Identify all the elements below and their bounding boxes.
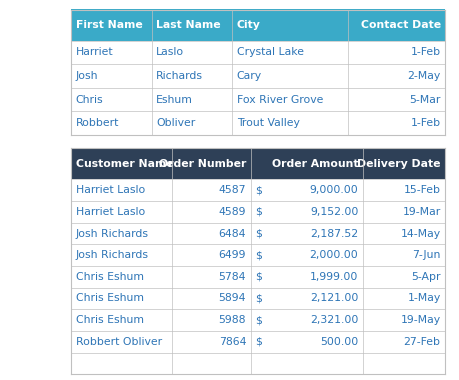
Text: 14-May: 14-May (401, 228, 441, 239)
Bar (71, 309, 445, 331)
Text: Contact Date: Contact Date (360, 20, 441, 30)
Text: $: $ (255, 293, 262, 304)
Bar (71, 179, 445, 201)
Text: Crystal Lake: Crystal Lake (236, 48, 303, 57)
Bar (71, 41, 445, 64)
Text: First Name: First Name (76, 20, 142, 30)
Text: Fox River Grove: Fox River Grove (236, 95, 323, 105)
Bar (71, 266, 445, 288)
Text: 5894: 5894 (218, 293, 246, 304)
Text: Josh: Josh (76, 71, 98, 81)
Text: Obliver: Obliver (156, 118, 196, 128)
Text: 7864: 7864 (218, 337, 246, 347)
Text: 6499: 6499 (218, 250, 246, 260)
Text: Order Number: Order Number (159, 159, 246, 169)
Text: City: City (236, 20, 260, 30)
Text: 1-May: 1-May (408, 293, 441, 304)
Text: Chris Eshum: Chris Eshum (76, 315, 144, 325)
Text: Delivery Date: Delivery Date (357, 159, 441, 169)
Text: 2,121.00: 2,121.00 (310, 293, 358, 304)
Text: Harriet Laslo: Harriet Laslo (76, 185, 145, 195)
Bar (71, 244, 445, 266)
Text: $: $ (255, 250, 262, 260)
Bar (71, 288, 445, 309)
Text: Customer Name: Customer Name (76, 159, 174, 169)
Bar (71, 111, 445, 135)
Text: 2,000.00: 2,000.00 (309, 250, 358, 260)
Text: Richards: Richards (156, 71, 203, 81)
Bar (71, 223, 445, 244)
Text: $: $ (255, 185, 262, 195)
Text: $: $ (255, 337, 262, 347)
Text: 15-Feb: 15-Feb (403, 185, 441, 195)
Text: Order Amount: Order Amount (272, 159, 358, 169)
Text: 2-May: 2-May (408, 71, 441, 81)
Text: Josh Richards: Josh Richards (76, 228, 149, 239)
Text: $: $ (255, 272, 262, 282)
Text: Last Name: Last Name (156, 20, 221, 30)
Text: Trout Valley: Trout Valley (236, 118, 299, 128)
Text: Harriet Laslo: Harriet Laslo (76, 207, 145, 217)
Text: 1,999.00: 1,999.00 (310, 272, 358, 282)
Text: 5-Mar: 5-Mar (409, 95, 441, 105)
Text: 6484: 6484 (218, 228, 246, 239)
Text: 4589: 4589 (218, 207, 246, 217)
Bar (71, 10, 445, 41)
Bar (71, 331, 445, 353)
Text: Robbert Obliver: Robbert Obliver (76, 337, 162, 347)
Text: 500.00: 500.00 (320, 337, 358, 347)
Text: Chris: Chris (76, 95, 103, 105)
Text: Chris Eshum: Chris Eshum (76, 272, 144, 282)
Text: Chris Eshum: Chris Eshum (76, 293, 144, 304)
Text: 19-May: 19-May (401, 315, 441, 325)
Text: 2,187.52: 2,187.52 (310, 228, 358, 239)
Text: 1-Feb: 1-Feb (410, 118, 441, 128)
Text: Cary: Cary (236, 71, 262, 81)
Text: Harriet: Harriet (76, 48, 113, 57)
Text: 9,000.00: 9,000.00 (309, 185, 358, 195)
Bar (71, 353, 445, 374)
Text: 5-Apr: 5-Apr (411, 272, 441, 282)
Text: 9,152.00: 9,152.00 (310, 207, 358, 217)
Text: $: $ (255, 207, 262, 217)
Text: 4587: 4587 (218, 185, 246, 195)
Text: 19-Mar: 19-Mar (403, 207, 441, 217)
Text: 2,321.00: 2,321.00 (310, 315, 358, 325)
Text: 5784: 5784 (218, 272, 246, 282)
Bar (71, 88, 445, 111)
Bar (71, 201, 445, 223)
Text: $: $ (255, 228, 262, 239)
Text: 27-Feb: 27-Feb (403, 337, 441, 347)
Bar (71, 148, 445, 179)
Text: 7-Jun: 7-Jun (412, 250, 441, 260)
Text: Eshum: Eshum (156, 95, 193, 105)
Text: 5988: 5988 (218, 315, 246, 325)
Text: Robbert: Robbert (76, 118, 119, 128)
Text: Josh Richards: Josh Richards (76, 250, 149, 260)
Text: Laslo: Laslo (156, 48, 184, 57)
Bar (71, 64, 445, 88)
Text: 1-Feb: 1-Feb (410, 48, 441, 57)
Text: $: $ (255, 315, 262, 325)
